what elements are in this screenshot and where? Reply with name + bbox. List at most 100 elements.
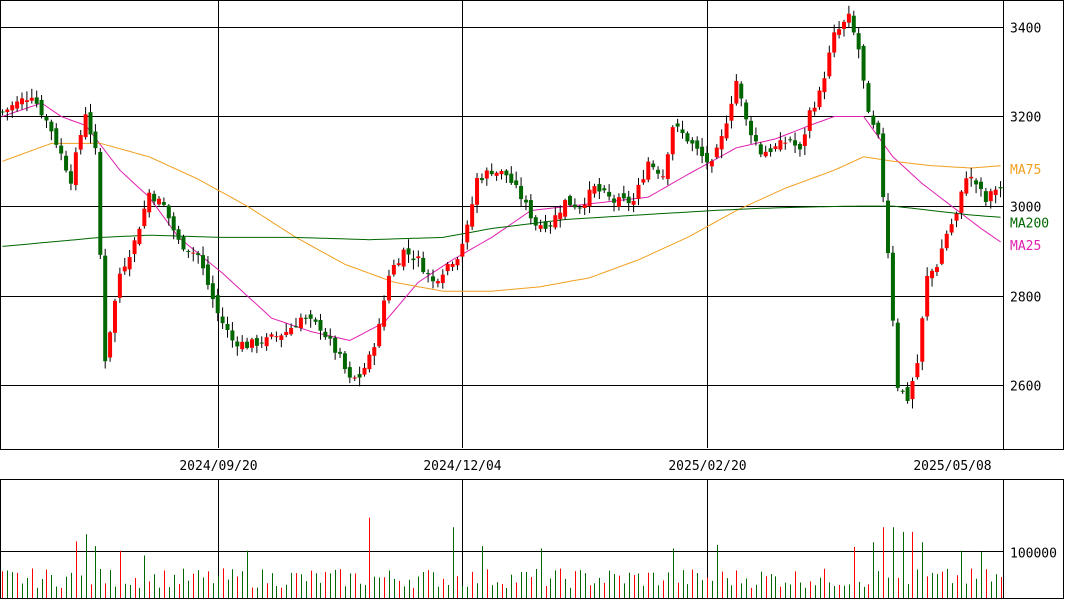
candle-body [538, 225, 543, 229]
candle-body [969, 176, 974, 179]
candle-body [886, 200, 891, 254]
candle-body [416, 256, 421, 259]
candle-body [841, 21, 846, 29]
candle-body [157, 198, 162, 205]
ma-line-ma200 [2, 205, 1001, 247]
candle-body [294, 326, 299, 328]
candle-body [215, 295, 220, 314]
legend-ma200: MA200 [1010, 216, 1049, 231]
candle-body [724, 123, 729, 139]
candle-body [783, 142, 788, 144]
candle-body [342, 353, 347, 370]
candle-body [88, 112, 93, 135]
price-tick-label: 2600 [1010, 380, 1041, 395]
candle-body [49, 121, 54, 132]
candle-body [704, 153, 709, 163]
candle-body [352, 377, 357, 379]
candle-body [132, 240, 137, 255]
candle-body [861, 45, 866, 81]
candle-body [807, 110, 812, 131]
candle-body [377, 323, 382, 347]
candle-body [68, 171, 73, 184]
candle-body [773, 146, 778, 150]
candle-body [797, 143, 802, 150]
candle-body [230, 330, 235, 341]
candle-body [587, 189, 592, 207]
candle-body [602, 188, 607, 191]
candle-body [0, 111, 5, 113]
candle-body [651, 163, 656, 168]
candle-body [161, 202, 166, 205]
candle-body [812, 107, 817, 112]
candle-body [147, 192, 152, 213]
candle-body [411, 258, 416, 261]
candle-body [73, 152, 78, 186]
candle-body [846, 13, 851, 23]
candle-body [289, 327, 294, 335]
candle-body [597, 184, 602, 192]
candle-body [431, 276, 436, 282]
candle-body [827, 52, 832, 77]
candle-body [523, 199, 528, 203]
date-tick-label: 2024/12/04 [423, 459, 501, 474]
candle-body [98, 151, 103, 255]
candle-body [347, 367, 352, 378]
candle-body [479, 178, 484, 181]
candle-body [793, 140, 798, 146]
candle-body [93, 131, 98, 149]
candle-body [690, 140, 695, 144]
candle-body [714, 147, 719, 158]
candle-body [998, 187, 1003, 189]
candle-body [186, 251, 191, 253]
candle-body [435, 281, 440, 284]
candle-body [519, 185, 524, 200]
candle-body [78, 135, 83, 150]
candle-body [367, 354, 372, 370]
candle-body [142, 208, 147, 227]
candle-body [832, 32, 837, 53]
candle-body [450, 263, 455, 267]
volume-panel-frame [0, 479, 1064, 599]
candle-body [621, 193, 626, 199]
candle-body [396, 263, 401, 266]
candle-body [758, 144, 763, 155]
candle-body [470, 204, 475, 227]
candle-body [709, 161, 714, 167]
candle-body [920, 318, 925, 362]
candle-body [915, 363, 920, 378]
moving-averages [2, 102, 1001, 342]
candle-body [489, 170, 494, 175]
candle-body [763, 151, 768, 157]
candle-body [205, 264, 210, 285]
candle-body [641, 179, 646, 183]
candle-body [475, 178, 480, 205]
candle-body [328, 336, 333, 339]
candle-body [264, 337, 269, 347]
candle-body [499, 171, 504, 175]
candle-body [191, 252, 196, 254]
candle-body [108, 332, 113, 358]
candle-body [152, 193, 157, 202]
candle-body [533, 217, 538, 226]
candle-body [876, 122, 881, 135]
candle-body [871, 115, 876, 125]
candle-body [127, 257, 132, 270]
candle-body [259, 342, 264, 344]
candle-body [778, 140, 783, 150]
candle-body [514, 180, 519, 186]
candle-body [303, 317, 308, 319]
candle-body [112, 300, 117, 333]
candle-body [338, 351, 343, 354]
candle-body [802, 134, 807, 146]
candle-body [460, 243, 465, 257]
candle-body [719, 136, 724, 150]
candle-body [905, 387, 910, 401]
candle-body [543, 221, 548, 229]
candle-body [837, 29, 842, 35]
candle-body [900, 390, 905, 392]
candle-body [749, 120, 754, 136]
candle-body [558, 212, 563, 220]
candle-body [656, 169, 661, 174]
